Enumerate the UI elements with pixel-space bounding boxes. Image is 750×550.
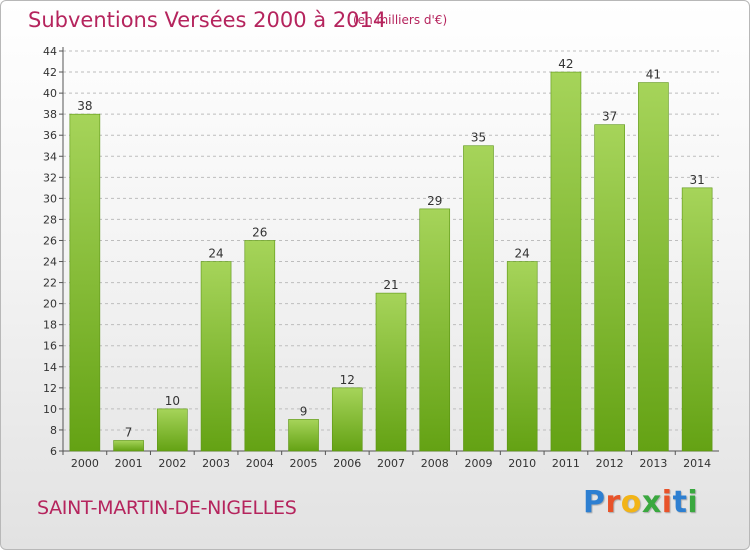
x-tick-label: 2004: [246, 457, 274, 470]
y-tick-label: 28: [43, 213, 57, 226]
bar: [69, 113, 101, 452]
y-tick-label: 22: [43, 277, 57, 290]
data-label: 26: [252, 225, 267, 239]
bar: [375, 292, 407, 452]
y-tick-label: 44: [43, 45, 57, 58]
x-tick-label: 2008: [421, 457, 449, 470]
bar: [550, 71, 582, 452]
chart-title: Subventions Versées 2000 à 2014: [28, 8, 387, 32]
logo-letter: o: [620, 485, 642, 520]
data-label: 38: [77, 99, 92, 113]
x-tick-label: 2009: [464, 457, 492, 470]
data-labels: 38 7 10 24 26 9 12 21 29 35 24 42 37 41 31: [77, 57, 705, 439]
y-tick-label: 8: [50, 424, 57, 437]
data-label: 24: [208, 247, 223, 261]
x-tick-label: 2005: [290, 457, 318, 470]
bar: [157, 408, 188, 452]
commune-name: SAINT-MARTIN-DE-NIGELLES: [37, 497, 297, 519]
y-tick-label: 24: [43, 256, 57, 269]
chart-subtitle: (en milliers d'€): [353, 13, 448, 27]
y-tick-label: 18: [43, 319, 57, 332]
y-tick-label: 30: [43, 192, 57, 205]
x-tick-label: 2006: [333, 457, 361, 470]
logo-letter: t: [672, 485, 688, 520]
y-tick-label: 14: [43, 361, 57, 374]
y-tick-label: 16: [43, 340, 57, 353]
bar: [331, 387, 363, 452]
bar: [463, 145, 494, 452]
logo-letter: i: [661, 485, 673, 520]
logo-letter: P: [583, 485, 606, 520]
logo-letter: r: [605, 485, 621, 520]
y-tick-label: 36: [43, 129, 57, 142]
x-tick-label: 2002: [158, 457, 186, 470]
data-label: 9: [300, 404, 308, 418]
y-tick-label: 10: [43, 403, 57, 416]
y-tick-label: 6: [50, 445, 57, 458]
data-label: 31: [689, 173, 704, 187]
y-tick-label: 34: [43, 150, 57, 163]
bar: [681, 187, 713, 452]
y-tick-label: 26: [43, 234, 57, 247]
y-tick-label: 38: [43, 108, 57, 121]
y-tick-label: 40: [43, 87, 57, 100]
data-label: 29: [427, 194, 442, 208]
x-tick-label: 2010: [508, 457, 536, 470]
x-tick-label: 2003: [202, 457, 230, 470]
x-tick-label: 2011: [552, 457, 580, 470]
data-label: 24: [515, 247, 530, 261]
bar: [594, 124, 625, 452]
data-label: 41: [646, 68, 661, 82]
y-tick-label: 20: [43, 298, 57, 311]
bars: [69, 71, 713, 452]
bar: [638, 82, 669, 452]
bar: [506, 261, 538, 452]
x-tick-label: 2012: [596, 457, 624, 470]
bar: [419, 208, 451, 452]
y-tick-label: 42: [43, 66, 57, 79]
bar: [200, 261, 232, 452]
x-tick-label: 2000: [71, 457, 99, 470]
bar: [113, 440, 144, 452]
data-label: 21: [383, 278, 398, 292]
data-label: 37: [602, 110, 617, 124]
data-label: 7: [125, 425, 133, 439]
x-tick-labels: 2000 2001 2002 2003 2004 2005 2006 2007 2008 2009…: [71, 457, 711, 470]
data-label: 12: [340, 373, 355, 387]
x-tick-label: 2001: [115, 457, 143, 470]
y-tick-label: 32: [43, 171, 57, 184]
bar: [288, 419, 319, 452]
logo-letter: x: [641, 485, 662, 520]
bar: [244, 240, 276, 452]
data-label: 35: [471, 131, 486, 145]
data-label: 10: [165, 394, 180, 408]
x-tick-label: 2013: [639, 457, 667, 470]
y-tick-labels: 6 8 10 12 14 16 18 20 22 24 26 28 30 32 34 36 38 40 42 44: [43, 45, 57, 458]
x-tick-label: 2007: [377, 457, 405, 470]
data-label: 42: [558, 57, 573, 71]
y-tick-label: 12: [43, 382, 57, 395]
logo-letter: i: [687, 485, 699, 520]
proxiti-logo: Proxiti: [583, 485, 698, 520]
x-tick-label: 2014: [683, 457, 711, 470]
